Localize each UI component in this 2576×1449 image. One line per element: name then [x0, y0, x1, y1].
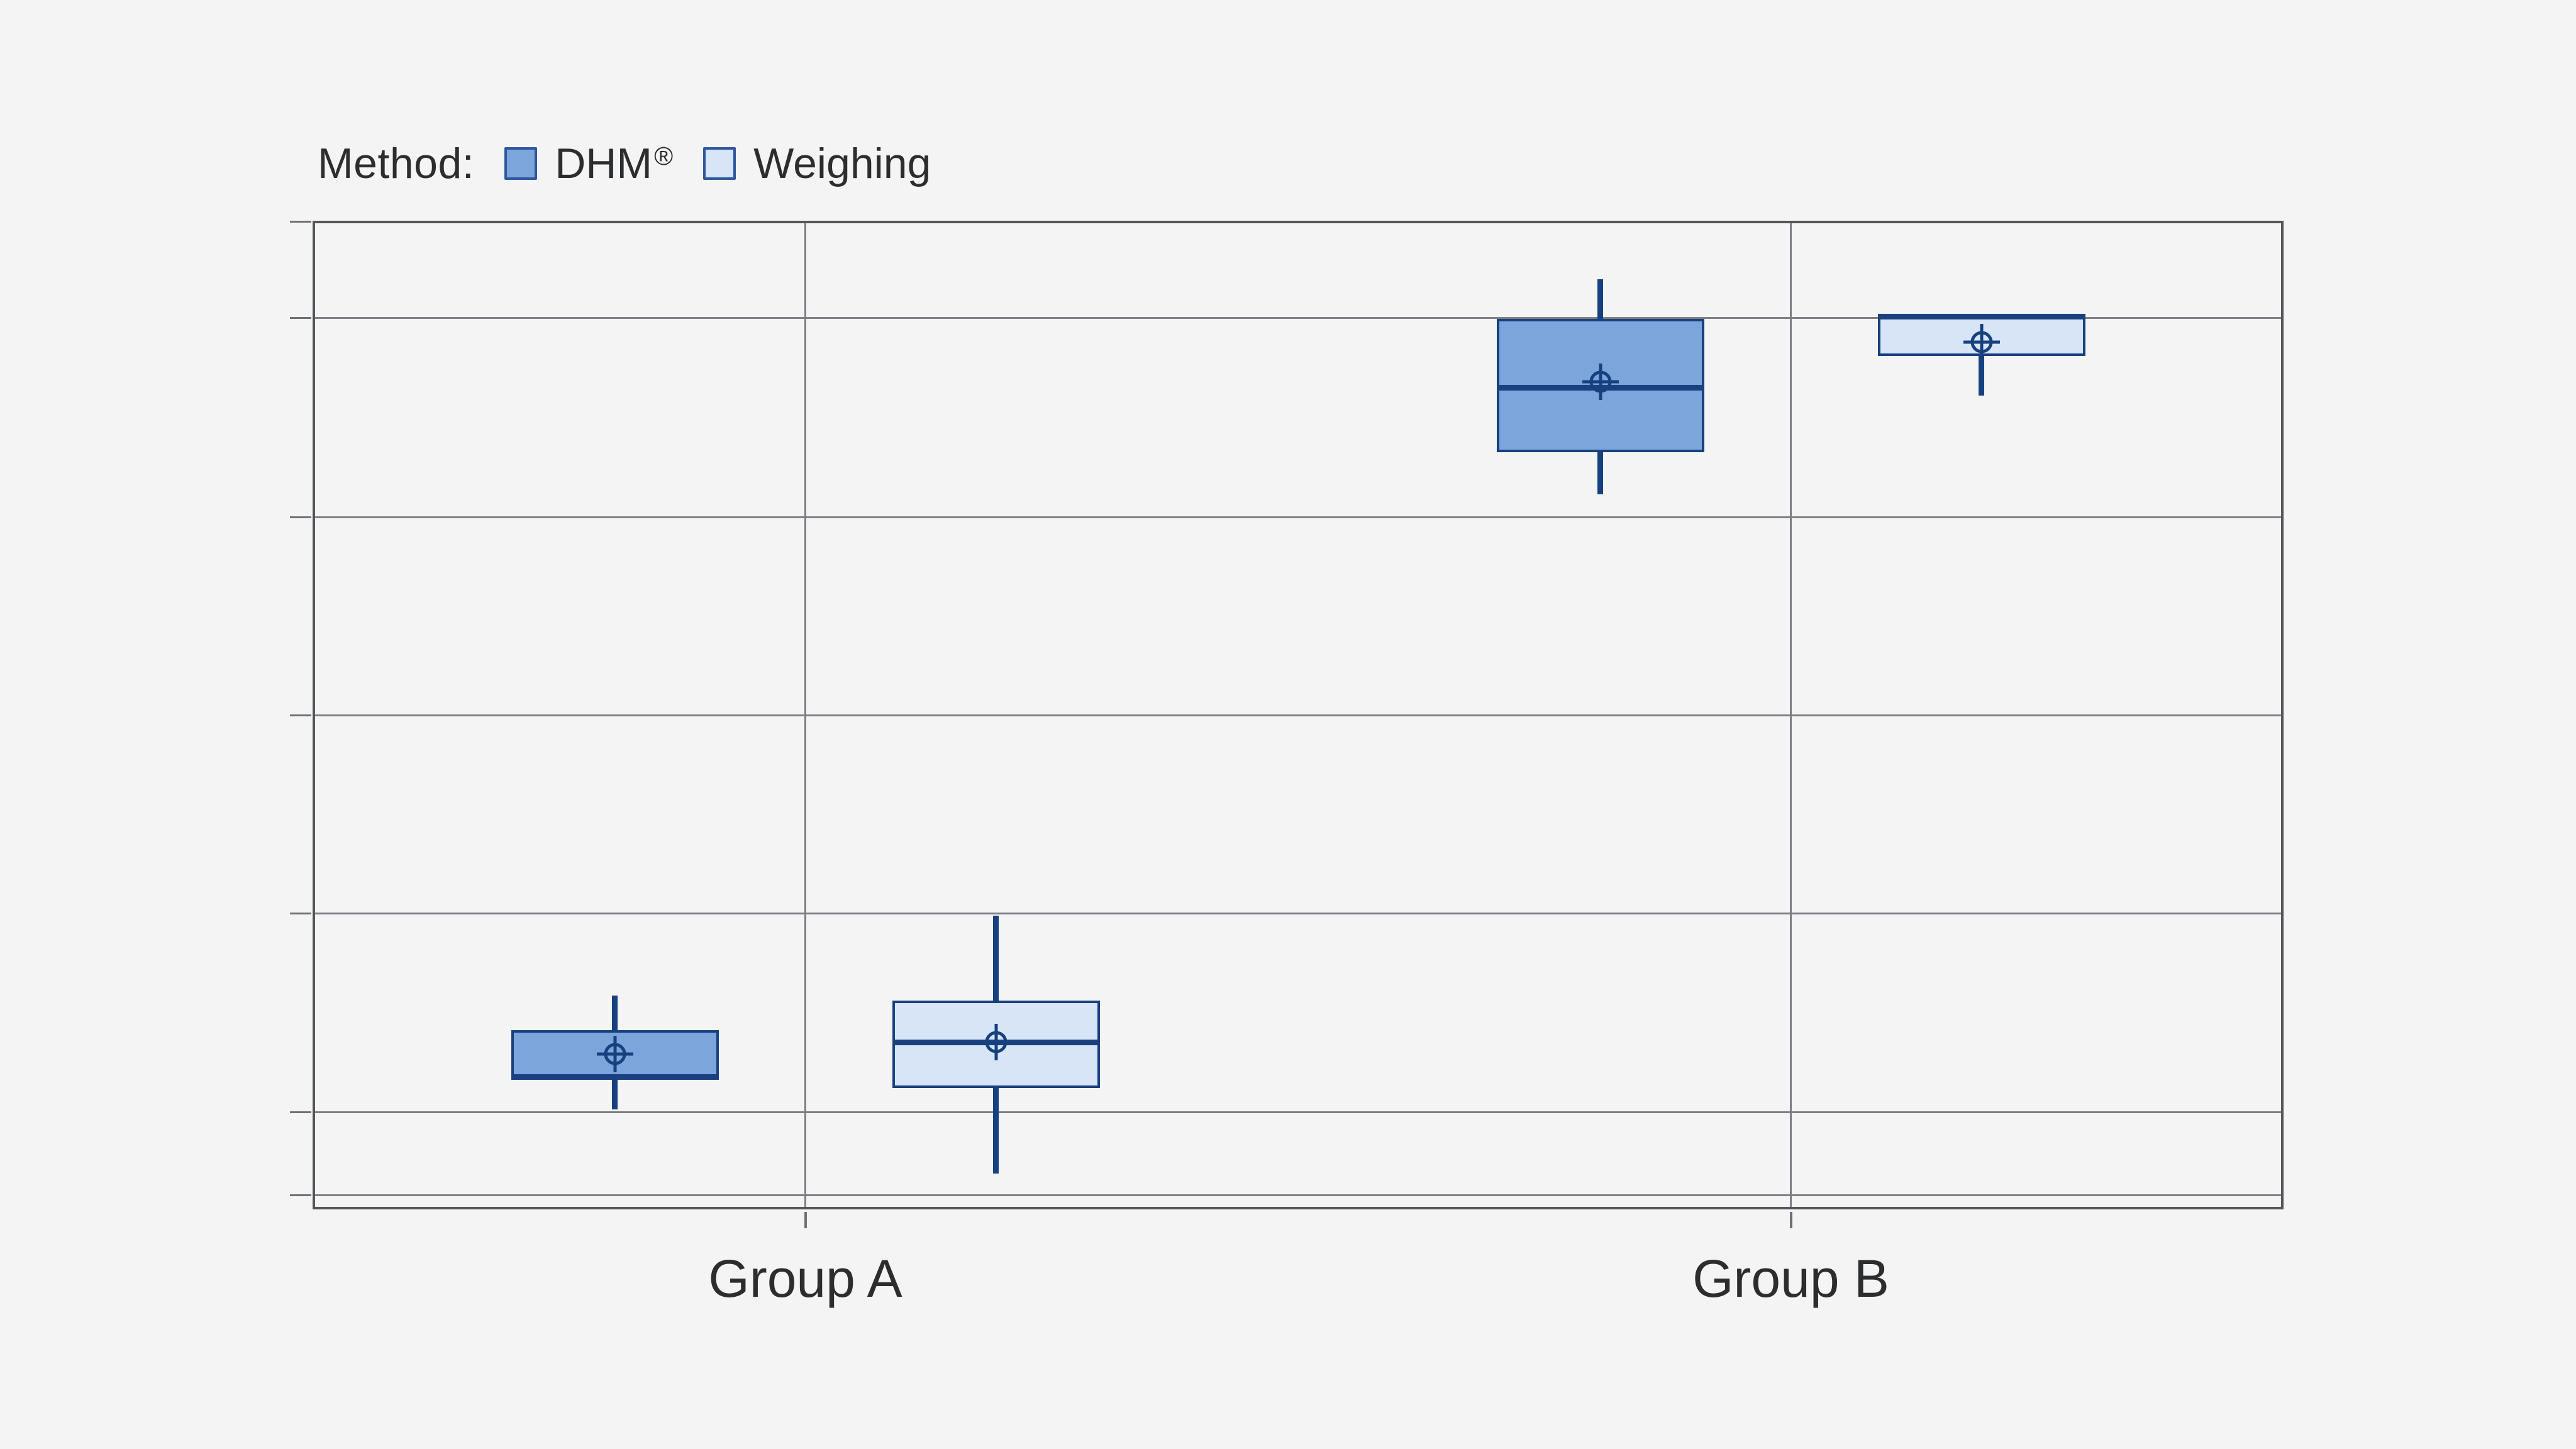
- x-axis-tick-group-a: [804, 1212, 807, 1228]
- whisker-top-group-a-weighing: [993, 916, 999, 1001]
- legend-swatch-weighing: [703, 147, 736, 180]
- mean-marker-group-a-dhm: [595, 1034, 635, 1074]
- mean-marker-group-b-dhm: [1580, 362, 1621, 402]
- mean-marker-group-a-weighing: [976, 1022, 1016, 1062]
- crosshair-icon: [1582, 364, 1619, 401]
- crosshair-icon: [596, 1036, 633, 1073]
- legend-label-dhm: DHM®: [555, 140, 674, 187]
- y-axis-tick: [290, 316, 311, 319]
- y-axis-tick: [290, 714, 311, 716]
- gridline-horizontal: [313, 516, 2284, 519]
- plot-wrap: [290, 221, 2284, 1228]
- gridline-horizontal: [313, 913, 2284, 915]
- legend-title: Method:: [318, 140, 475, 187]
- y-axis-tick: [290, 516, 311, 519]
- x-axis-labels: Group A Group B: [313, 1248, 2284, 1318]
- y-axis-tick: [290, 221, 311, 223]
- whisker-bottom-group-b-weighing: [1979, 356, 1984, 396]
- whisker-top-group-a-dhm: [612, 996, 618, 1031]
- plot-area: [290, 221, 2284, 1228]
- registered-trademark-mark: ®: [654, 141, 674, 170]
- whisker-bottom-group-a-weighing: [993, 1087, 999, 1174]
- crosshair-icon: [977, 1024, 1014, 1061]
- y-axis-tick: [290, 1111, 311, 1114]
- median-group-b-weighing: [1877, 313, 2085, 319]
- y-axis-tick: [290, 1194, 311, 1197]
- whisker-bottom-group-b-dhm: [1597, 452, 1603, 495]
- whisker-bottom-group-a-dhm: [612, 1077, 618, 1110]
- median-group-a-dhm: [511, 1074, 719, 1080]
- legend-label-weighing: Weighing: [753, 140, 931, 187]
- x-axis-label-group-a: Group A: [708, 1249, 902, 1308]
- x-axis-tick-group-b: [1789, 1212, 1792, 1228]
- gridline-horizontal: [313, 1194, 2284, 1197]
- legend-swatch-dhm: [504, 147, 538, 180]
- gridline-horizontal: [313, 1111, 2284, 1114]
- x-axis-label-group-b: Group B: [1692, 1249, 1889, 1308]
- crosshair-icon: [1963, 324, 2000, 361]
- y-axis-tick: [290, 913, 311, 915]
- mean-marker-group-b-weighing: [1962, 322, 2002, 362]
- whisker-top-group-b-dhm: [1597, 279, 1603, 319]
- gridline-horizontal: [313, 316, 2284, 319]
- legend: Method: DHM® Weighing: [318, 129, 931, 198]
- gridline-horizontal: [313, 714, 2284, 716]
